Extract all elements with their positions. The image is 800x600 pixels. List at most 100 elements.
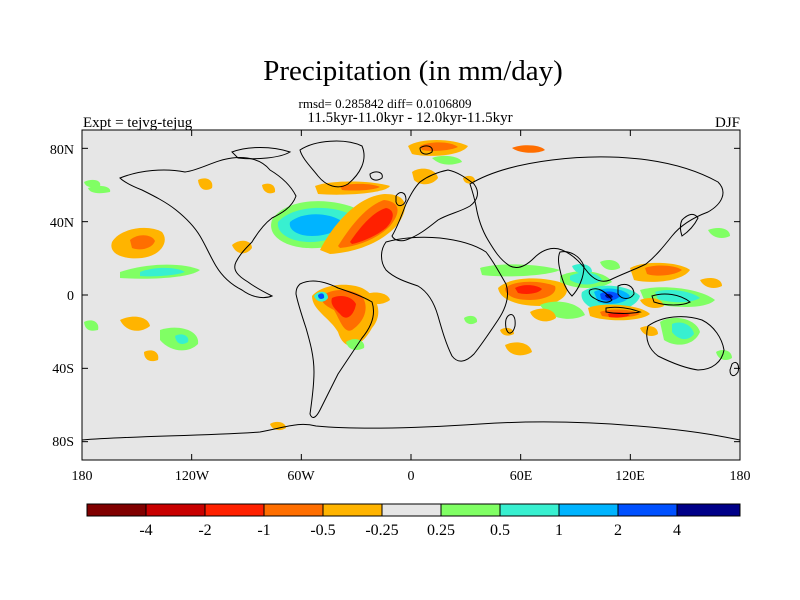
chart-title: Precipitation (in mm/day) (263, 55, 563, 87)
colorbar-labels: -4 -2 -1 -0.5 -0.25 0.25 0.5 1 2 4 (139, 522, 681, 539)
coast-java (605, 306, 642, 314)
coast-greenland (299, 140, 365, 188)
anomaly-australia-dry (640, 326, 658, 336)
anomaly-pacific-wet-band-2 (140, 267, 185, 277)
colorbar-label-2: -1 (257, 522, 270, 539)
colorbar-box-3 (263, 503, 324, 517)
anomaly-s-asia-wet-2 (600, 260, 620, 270)
coast-new-zealand (729, 361, 739, 377)
coast-south-america (295, 280, 375, 418)
coast-japan (680, 213, 699, 237)
colorbar-box-10 (676, 503, 741, 517)
anomaly-subtrop-pacific (88, 185, 111, 194)
anomaly-amazon-wet-core (318, 293, 325, 299)
anomaly-trop-atlantic-dry (362, 292, 390, 305)
coastlines (82, 140, 740, 441)
colorbar-label-1: -2 (198, 522, 211, 539)
x-tick-label-120e: 120E (615, 469, 645, 484)
y-tick-label-40s: 40S (52, 362, 74, 377)
coast-new-guinea (651, 293, 691, 306)
x-tick-label-180w: 180 (72, 469, 93, 484)
coast-antarctica (82, 421, 740, 441)
colorbar-box-4 (322, 503, 383, 517)
map-background (82, 130, 740, 460)
anomaly-australia-wet-2 (672, 322, 694, 340)
anomaly-subpolar-atlantic-dry-2 (340, 183, 380, 191)
map-ticks (81, 130, 741, 460)
anomaly-arctic-east (512, 145, 545, 153)
coast-svalbard (419, 145, 433, 155)
anomaly-arctic-wet (432, 155, 462, 165)
colorbar-box-6 (440, 503, 501, 517)
coast-sumatra (588, 288, 613, 303)
colorbar-box-9 (617, 503, 678, 517)
colorbar (86, 503, 741, 517)
anomaly-n-atlantic-dry-core (350, 208, 393, 244)
anomaly-east-pacific-dry (232, 240, 252, 254)
anomaly-south-pacific-2 (175, 334, 189, 344)
anomaly-s-indian-dry (505, 342, 532, 356)
stats-line: rmsd= 0.285842 diff= 0.0106809 (299, 96, 472, 111)
anomaly-c-pacific-south-dry (500, 327, 514, 336)
colorbar-box-1 (145, 503, 206, 517)
coast-australia (646, 316, 725, 371)
anomaly-n-atlantic-wet-core (289, 214, 341, 236)
anomaly-ne-pacific-core (130, 235, 155, 250)
colorbar-box-2 (204, 503, 265, 517)
x-tick-label-120w: 120W (175, 469, 210, 484)
anomaly-pacific-sw (84, 320, 99, 331)
anomaly-africa-dry-core (515, 285, 542, 294)
colorbar-label-8: 2 (614, 522, 622, 539)
anomaly-indian-dry-south (530, 308, 556, 322)
anomaly-amazon-dry-core (331, 296, 356, 318)
anomaly-south-pacific-dry-2 (144, 350, 159, 362)
colorbar-box-5 (381, 503, 442, 517)
anomaly-s-africa-wet (464, 315, 478, 325)
anomaly-scandinavia-dry (412, 168, 438, 185)
coast-india (558, 251, 585, 297)
anomaly-australia-south (716, 350, 732, 360)
colorbar-box-7 (499, 503, 560, 517)
anomaly-w-pacific-dry (640, 298, 664, 308)
colorbar-label-7: 1 (555, 522, 563, 539)
colorbar-label-6: 0.5 (490, 522, 510, 539)
colorbar-label-4: -0.25 (365, 522, 398, 539)
coast-uk (395, 192, 407, 207)
coast-asia (469, 156, 724, 282)
anomaly-n-atlantic-green (84, 179, 101, 188)
anomaly-arctic-dry-2 (420, 142, 458, 151)
colorbar-label-3: -0.5 (310, 522, 335, 539)
left-label: Expt = tejvg-tejug (83, 115, 193, 131)
x-tick-label-180e: 180 (730, 469, 751, 484)
anomaly-south-pacific-dry (120, 316, 150, 331)
coast-borneo (617, 283, 635, 299)
anomaly-n-pacific-green (708, 228, 730, 238)
x-tick-label-60w: 60W (287, 469, 315, 484)
coast-iceland (369, 171, 383, 181)
colorbar-label-9: 4 (673, 522, 681, 539)
colorbar-box-8 (558, 503, 619, 517)
anomaly-layer (84, 140, 732, 431)
coast-europe (391, 169, 478, 242)
coast-arctic-canada (231, 147, 292, 160)
colorbar-label-0: -4 (139, 522, 152, 539)
anomaly-n-america-dry (198, 178, 213, 190)
y-tick-label-0: 0 (67, 289, 74, 304)
x-tick-label-60e: 60E (510, 469, 533, 484)
season-label: DJF (715, 115, 740, 131)
anomaly-n-america-dry-2 (262, 183, 276, 194)
colorbar-box-0 (86, 503, 147, 517)
x-tick-label-0: 0 (408, 469, 415, 484)
y-tick-label-40n: 40N (50, 216, 74, 231)
anomaly-indian-wet-3 (570, 272, 602, 285)
anomaly-s-asia-dry-2 (645, 265, 682, 276)
coast-africa (381, 236, 509, 362)
y-tick-label-80n: 80N (50, 143, 74, 158)
subtitle: 11.5kyr-11.0kyr - 12.0kyr-11.5kyr (307, 110, 512, 126)
colorbar-label-5: 0.25 (427, 522, 455, 539)
anomaly-c-pacific-dry (700, 278, 722, 288)
y-tick-label-80s: 80S (52, 435, 74, 450)
coast-madagascar (505, 313, 516, 334)
anomaly-antarctic-dry (270, 421, 286, 431)
